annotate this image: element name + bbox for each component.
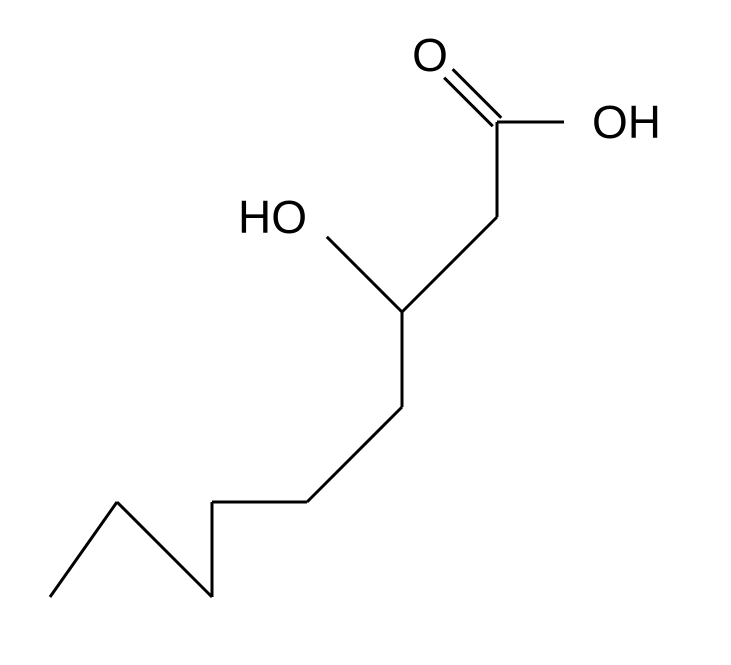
bond-line [117, 502, 212, 597]
bond-line [327, 237, 402, 312]
bond-line [307, 407, 402, 502]
bond-line [402, 217, 497, 312]
atom-label: HO [238, 191, 307, 243]
atom-label: OH [592, 96, 661, 148]
bond-line [50, 502, 117, 597]
atom-label: O [412, 29, 448, 81]
molecule-diagram: O OH HO [0, 0, 731, 665]
